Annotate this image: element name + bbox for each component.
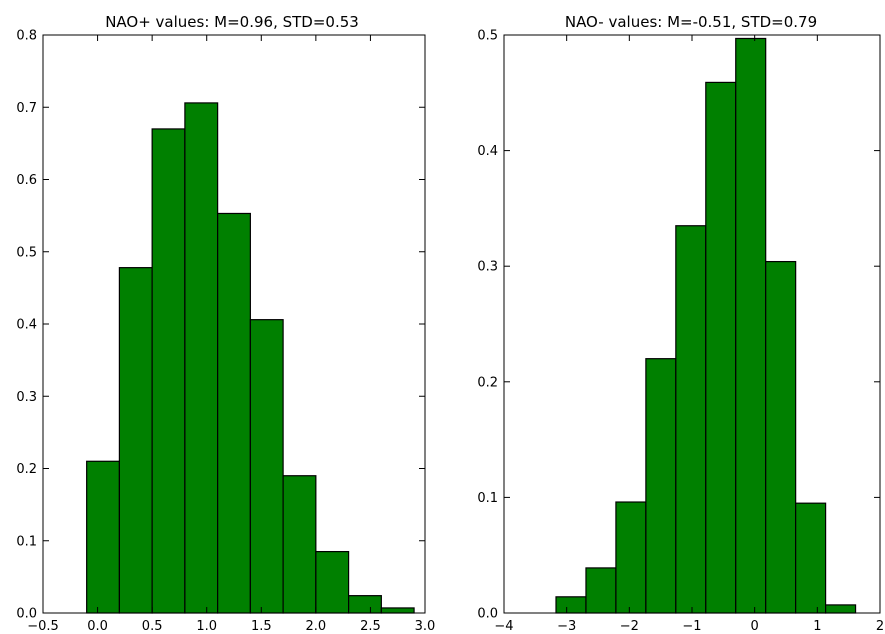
nao-positive-x-tick-label: 1.5 <box>251 619 272 634</box>
nao-positive-y-tick-label: 0.3 <box>16 390 37 405</box>
nao-negative-bar <box>825 604 857 614</box>
nao-negative-bar <box>555 596 587 614</box>
nao-positive-x-tick-label: 2.5 <box>360 619 381 634</box>
nao-positive-y-tick-label: 0.4 <box>16 318 37 333</box>
nao-positive-y-tick-label: 0.8 <box>16 29 37 44</box>
nao-negative-y-tick-label: 0.1 <box>477 491 498 506</box>
nao-negative-bar <box>705 81 737 614</box>
nao-positive-bar <box>118 267 153 614</box>
nao-negative-x-tick-label: −2 <box>620 619 639 634</box>
nao-positive-x-tick-label: 1.0 <box>196 619 217 634</box>
nao-positive-bar <box>217 212 251 614</box>
nao-positive-x-tick-label: 0.5 <box>142 619 163 634</box>
nao-positive-bar <box>380 607 415 614</box>
nao-positive-y-tick-label: 0.6 <box>16 173 37 188</box>
nao-negative-x-tick-label: 0 <box>751 619 759 634</box>
nao-negative-bar <box>735 37 767 614</box>
nao-positive-y-tick-label: 0.0 <box>16 607 37 622</box>
nao-negative-title: NAO- values: M=-0.51, STD=0.79 <box>565 13 817 31</box>
nao-negative-x-tick-label: −4 <box>494 619 513 634</box>
nao-negative-bar <box>585 567 617 614</box>
nao-positive-histogram-panel: NAO+ values: M=0.96, STD=0.53 −0.5 0.0 0.5… <box>16 13 435 634</box>
nao-negative-y-tick-label: 0.5 <box>477 29 498 44</box>
nao-negative-bar <box>645 358 677 614</box>
nao-positive-y-tick-label: 0.2 <box>16 462 37 477</box>
nao-negative-bar <box>615 501 647 614</box>
nao-negative-histogram-panel: NAO- values: M=-0.51, STD=0.79 −4 −3 −2 −1 0… <box>477 13 884 634</box>
nao-negative-bar <box>765 260 797 614</box>
nao-negative-bar <box>795 502 827 614</box>
nao-negative-x-tick-label: 2 <box>876 619 884 634</box>
nao-negative-y-tick-label: 0.3 <box>477 260 498 275</box>
nao-positive-bar <box>315 550 350 614</box>
nao-positive-x-tick-label: 2.0 <box>306 619 327 634</box>
nao-negative-y-tick-label: 0.0 <box>477 607 498 622</box>
nao-positive-bar <box>282 475 317 614</box>
nao-negative-bar <box>675 225 707 614</box>
nao-positive-x-tick-label: 0.0 <box>87 619 108 634</box>
nao-negative-x-tick-label: −1 <box>682 619 701 634</box>
nao-negative-y-tick-label: 0.2 <box>477 375 498 390</box>
nao-positive-y-tick-label: 0.5 <box>16 245 37 260</box>
nao-positive-x-tick-label: −0.5 <box>27 619 59 634</box>
nao-positive-bar <box>249 319 284 614</box>
nao-positive-title: NAO+ values: M=0.96, STD=0.53 <box>105 13 359 31</box>
nao-positive-bar <box>348 595 382 614</box>
nao-positive-bar <box>86 460 121 614</box>
nao-positive-y-tick-label: 0.1 <box>16 534 37 549</box>
nao-positive-y-tick-label: 0.7 <box>16 101 37 116</box>
nao-positive-bar <box>184 102 219 614</box>
nao-positive-x-tick-label: 3.0 <box>415 619 436 634</box>
nao-negative-y-tick-label: 0.4 <box>477 144 498 159</box>
nao-positive-bar <box>151 128 186 614</box>
nao-negative-x-tick-label: 1 <box>813 619 821 634</box>
nao-negative-x-tick-label: −3 <box>557 619 576 634</box>
